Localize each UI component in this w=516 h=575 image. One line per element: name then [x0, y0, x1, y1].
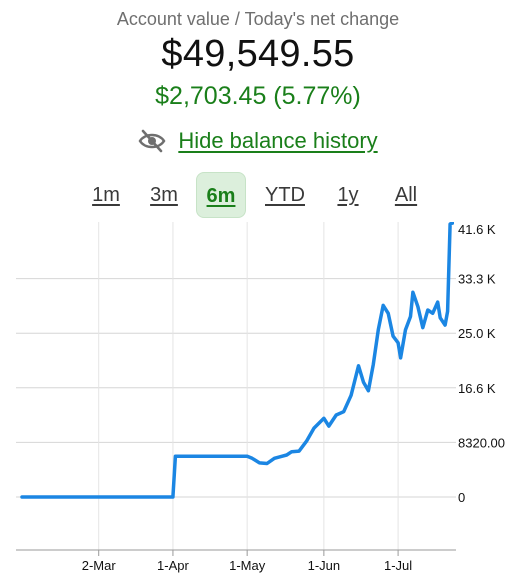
x-tick-label: 1-Apr	[157, 558, 189, 573]
range-1y[interactable]: 1y	[337, 184, 359, 206]
range-6m[interactable]: 6m	[196, 172, 246, 218]
balance-series-line	[20, 222, 457, 499]
top-label-mask	[454, 222, 514, 240]
account-value: $49,549.55	[161, 33, 355, 75]
hide-balance-history-toggle[interactable]: Hide balance history	[0, 128, 516, 154]
x-tick-label: 1-May	[229, 558, 266, 573]
y-tick-label: 33.3 K	[458, 272, 496, 287]
y-tick-label: 25.0 K	[458, 326, 496, 341]
eye-slash-icon	[138, 129, 166, 153]
balance-history-chart: 2-Mar 1-Apr 1-May 1-Jun 1-Jul 0 8320.00 16.6 K…	[0, 222, 516, 575]
range-1m[interactable]: 1m	[92, 184, 120, 206]
y-tick-label: 8320.00	[458, 435, 505, 450]
hide-balance-history-link[interactable]: Hide balance history	[178, 128, 378, 153]
range-3m[interactable]: 3m	[150, 184, 178, 206]
balance-history-svg: 2-Mar 1-Apr 1-May 1-Jun 1-Jul 0 8320.00 16.6 K…	[16, 222, 514, 573]
x-tick-label: 1-Jun	[308, 558, 341, 573]
y-tick-label: 0	[458, 490, 465, 505]
x-tick-label: 2-Mar	[82, 558, 117, 573]
range-ytd[interactable]: YTD	[265, 184, 305, 206]
range-selector: 1m 3m 6m YTD 1y All	[0, 172, 516, 218]
account-value-label: Account value / Today's net change	[116, 9, 400, 29]
x-tick-label: 1-Jul	[384, 558, 412, 573]
net-change: $2,703.45 (5.77%)	[155, 82, 361, 110]
y-tick-label: 16.6 K	[458, 381, 496, 396]
y-tick-label-top: 41.6 K	[458, 222, 496, 237]
range-all[interactable]: All	[394, 184, 418, 206]
